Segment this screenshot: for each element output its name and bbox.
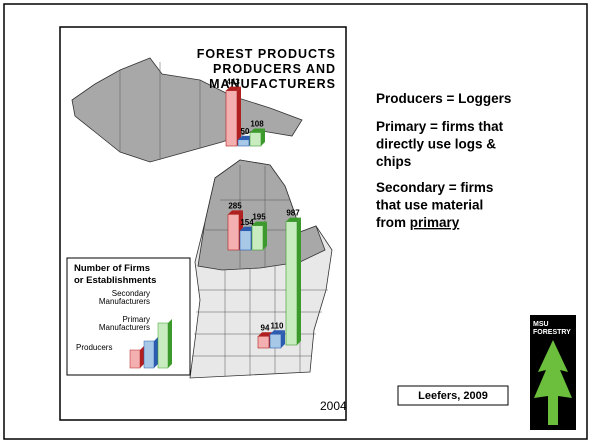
bar-side — [237, 86, 241, 146]
bar-top — [252, 221, 267, 226]
bar-value-label: 50 — [241, 127, 250, 136]
map-title: FOREST PRODUCTS — [197, 47, 336, 61]
note-line: directly use logs & — [376, 137, 496, 152]
logo-text: MSU — [533, 321, 549, 328]
note-line: Primary = firms that — [376, 119, 504, 134]
logo-text: FORESTRY — [533, 329, 571, 336]
map-title: PRODUCERS AND — [213, 62, 336, 76]
bar-top — [258, 332, 273, 337]
bar-side — [263, 221, 267, 250]
legend-label: Secondary — [112, 289, 150, 298]
citation-box — [397, 385, 509, 406]
bar — [285, 221, 298, 346]
bar-top — [228, 210, 243, 215]
bar-value-label: 94 — [261, 323, 270, 332]
note-line: that use material — [376, 198, 483, 213]
note-line: chips — [376, 154, 411, 169]
bar — [237, 139, 250, 147]
legend-swatch — [129, 349, 141, 369]
legend-label: Primary — [122, 315, 150, 324]
notes: Producers = Loggers Primary = firms that d… — [376, 91, 511, 230]
bar-value-label: 110 — [271, 321, 284, 330]
bar-top — [250, 128, 265, 133]
citation: Leefers, 2009 — [418, 390, 488, 402]
bar-value-label: 285 — [228, 201, 242, 210]
bar-value-label: 154 — [240, 218, 254, 227]
bar — [249, 132, 262, 147]
legend-title: or Establishments — [74, 275, 156, 286]
note-text: from — [376, 215, 410, 230]
legend-label: Manufacturers — [99, 297, 150, 306]
bar-top — [286, 217, 301, 222]
bar — [251, 225, 264, 251]
legend-title: Number of Firms — [74, 263, 150, 274]
bar — [225, 90, 238, 147]
year: 2004 — [320, 399, 347, 413]
upper-peninsula — [71, 57, 303, 163]
bar-top — [240, 226, 255, 231]
note-line: Producers = Loggers — [376, 91, 511, 106]
bar — [269, 333, 282, 349]
bar-top — [226, 86, 241, 91]
bar-value-label: 443 — [226, 78, 240, 87]
bar-top — [238, 135, 253, 140]
logo-tree — [534, 340, 572, 425]
legend-swatch-side — [140, 346, 144, 368]
bar-side — [261, 128, 265, 146]
bar-top — [270, 330, 285, 335]
bar — [239, 230, 252, 251]
bar — [227, 214, 240, 251]
bar-side — [297, 217, 301, 345]
map-panel: FOREST PRODUCTS PRODUCERS AND MANUFACTUR… — [59, 26, 347, 421]
legend-swatch — [143, 340, 155, 369]
note-underlined: primary — [410, 215, 460, 230]
bar — [257, 335, 270, 349]
legend-label: Producers — [76, 343, 112, 352]
bar-value-label: 195 — [252, 213, 266, 222]
legend-swatch — [157, 322, 169, 369]
note-line: from primary — [376, 215, 460, 230]
bar-value-label: 987 — [286, 209, 300, 218]
note-line: Secondary = firms — [376, 180, 493, 195]
legend-label: Manufacturers — [99, 323, 150, 332]
bar-value-label: 108 — [250, 120, 264, 129]
bar-side — [281, 330, 285, 348]
legend-swatch-side — [154, 337, 158, 368]
legend-swatch-side — [168, 319, 172, 368]
